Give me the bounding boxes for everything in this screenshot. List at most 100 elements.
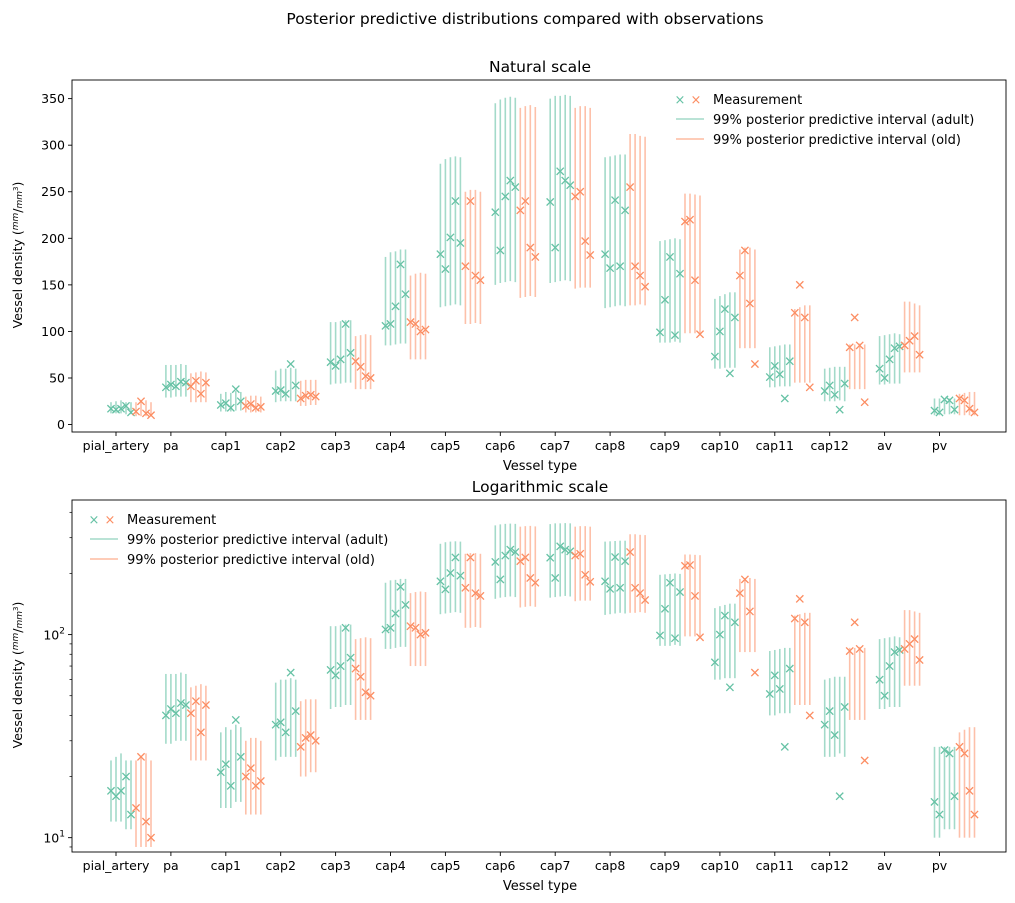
measurement-marker <box>765 372 774 382</box>
measurement-marker <box>476 276 485 285</box>
measurement-marker <box>521 196 530 206</box>
measurement-marker <box>775 370 784 379</box>
legend-measurement-label: Measurement <box>127 513 216 528</box>
measurement-marker <box>311 736 320 745</box>
measurement-marker <box>915 350 924 359</box>
measurement-marker <box>800 618 809 627</box>
measurement-marker <box>346 653 355 662</box>
x-tick-label: cap10 <box>701 858 739 873</box>
measurement-marker <box>885 661 894 671</box>
measurement-marker <box>845 343 854 352</box>
measurement-marker <box>401 600 410 609</box>
legend-adult-label: 99% posterior predictive interval (adult… <box>127 533 388 548</box>
measurement-marker <box>406 622 415 631</box>
measurement-marker <box>655 631 665 640</box>
x-tick-label: pv <box>932 438 948 453</box>
x-tick-label: pial_artery <box>83 438 150 453</box>
measurement-marker <box>141 409 151 418</box>
legend-logarithmic: × × Measurement 99% posterior predictive… <box>89 513 389 568</box>
measurement-marker <box>616 262 625 271</box>
measurement-marker <box>930 406 939 415</box>
measurement-marker <box>835 405 844 414</box>
measurement-marker <box>491 557 500 566</box>
chart-title: Natural scale <box>489 58 591 76</box>
measurement-marker <box>146 833 156 842</box>
measurement-marker <box>785 664 794 673</box>
measurement-marker <box>116 404 126 413</box>
measurement-marker <box>576 549 585 558</box>
measurement-marker <box>960 749 969 758</box>
measurement-marker <box>131 803 141 813</box>
measurement-marker <box>586 577 595 586</box>
measurement-marker <box>466 196 475 206</box>
measurement-marker <box>281 728 290 737</box>
measurement-marker <box>546 197 555 207</box>
measurement-marker <box>516 206 525 215</box>
measurement-marker <box>456 571 465 580</box>
measurement-marker <box>850 313 859 322</box>
measurement-marker <box>860 756 869 765</box>
measurement-marker <box>511 183 520 192</box>
x-tick-label: cap6 <box>485 438 515 453</box>
measurement-marker <box>805 383 814 392</box>
measurement-marker <box>361 688 370 697</box>
measurement-marker <box>660 295 670 304</box>
measurement-marker <box>735 271 744 280</box>
measurement-marker <box>795 594 804 603</box>
measurement-marker <box>246 400 255 409</box>
measurement-marker <box>695 633 705 642</box>
measurement-marker <box>336 355 345 364</box>
measurement-marker <box>231 385 240 394</box>
measurement-marker <box>970 810 979 819</box>
x-tick-label: cap8 <box>595 858 625 873</box>
x-tick-label: cap6 <box>485 858 515 873</box>
measurement-marker <box>356 672 365 681</box>
measurement-marker <box>840 379 849 388</box>
measurement-marker <box>965 786 974 795</box>
measurement-marker <box>601 577 610 586</box>
measurement-marker <box>695 330 705 339</box>
measurement-marker <box>341 319 350 329</box>
measurement-marker <box>396 260 405 269</box>
y-tick-label: 300 <box>41 138 65 153</box>
measurement-marker <box>855 644 864 653</box>
measurement-marker <box>131 407 141 416</box>
measurement-marker <box>606 584 615 593</box>
measurement-marker <box>241 401 250 410</box>
y-axis-label: Vessel density (mm/mm3) <box>10 182 25 329</box>
legend-natural: × × Measurement 99% posterior predictive… <box>675 93 975 148</box>
measurement-marker <box>890 344 899 353</box>
measurement-marker <box>765 689 774 699</box>
measurement-marker <box>720 611 729 620</box>
measurement-marker <box>381 625 390 634</box>
measurement-marker <box>850 618 859 627</box>
measurement-marker <box>930 797 939 806</box>
measurement-marker <box>785 357 794 366</box>
measurement-marker <box>576 187 585 196</box>
measurement-marker <box>406 318 415 327</box>
measurement-marker <box>780 394 789 403</box>
measurement-marker <box>326 358 335 367</box>
legend-measurement-marker-adult-icon: × <box>675 93 686 108</box>
measurement-marker <box>231 715 240 724</box>
measurement-marker <box>506 176 515 185</box>
measurement-marker <box>725 369 734 378</box>
measurement-marker <box>795 280 804 289</box>
measurement-marker <box>401 290 410 299</box>
measurement-marker <box>965 404 974 413</box>
measurement-marker <box>561 545 570 554</box>
measurement-marker <box>356 362 365 371</box>
measurement-marker <box>436 250 445 259</box>
measurement-marker <box>421 628 430 637</box>
measurement-marker <box>346 348 355 357</box>
measurement-marker <box>860 398 869 407</box>
measurement-marker <box>551 243 560 252</box>
measurement-marker <box>745 299 754 308</box>
x-tick-label: cap5 <box>430 858 460 873</box>
measurement-marker <box>161 383 170 392</box>
measurement-marker <box>176 699 185 708</box>
measurement-marker <box>890 648 899 657</box>
measurement-marker <box>830 390 839 399</box>
measurement-marker <box>601 250 610 259</box>
